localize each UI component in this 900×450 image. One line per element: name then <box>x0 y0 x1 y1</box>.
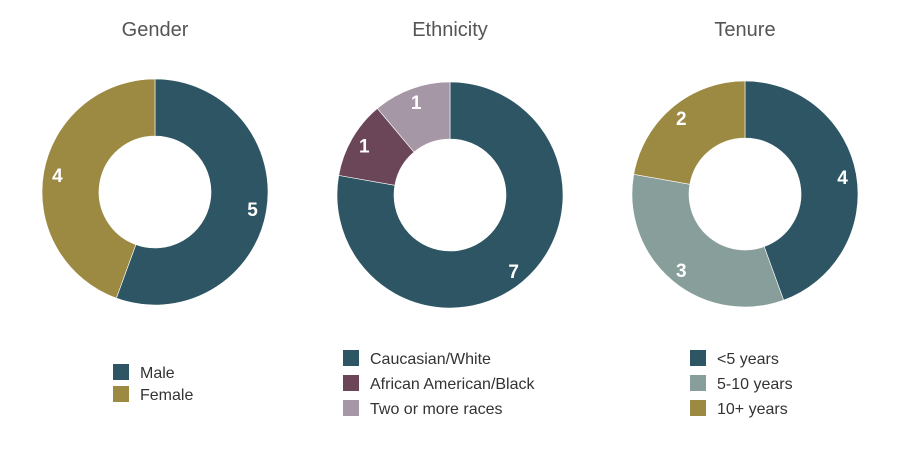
gender-legend: Male Female <box>113 364 193 404</box>
gender-legend-swatch-female <box>113 386 129 402</box>
ethnicity-slice-label-caucasian-white: 7 <box>508 262 519 283</box>
tenure-legend-swatch-5-years <box>690 350 706 366</box>
gender-slice-female <box>41 78 156 299</box>
tenure-slice-label-10-years: 2 <box>676 109 687 130</box>
tenure-legend-label-5-10-years: 5-10 years <box>717 376 793 393</box>
gender-slice-male <box>115 78 269 306</box>
ethnicity-legend: Caucasian/White African American/Black Two… <box>343 350 536 418</box>
ethnicity-donut-chart: Ethnicity 7 1 1 Caucasian/White African Ameri… <box>336 19 564 418</box>
ethnicity-slice-label-african-american-black: 1 <box>359 136 370 157</box>
gender-slice-label-female: 4 <box>52 166 63 187</box>
ethnicity-chart-title: Ethnicity <box>412 19 488 41</box>
ethnicity-legend-swatch-african-american-black <box>343 375 359 391</box>
tenure-legend-label-5-years: <5 years <box>717 351 779 368</box>
tenure-slice-10-years <box>633 80 746 185</box>
gender-chart-title: Gender <box>122 19 189 41</box>
ethnicity-legend-swatch-two-or-more-races <box>343 400 359 416</box>
tenure-chart-title: Tenure <box>714 19 775 41</box>
tenure-slice-label-5-years: 4 <box>837 168 848 189</box>
ethnicity-slice-caucasian-white <box>336 81 564 309</box>
gender-legend-label-male: Male <box>140 365 175 382</box>
ethnicity-slice-two-or-more-races <box>376 81 451 153</box>
gender-donut-chart: Gender 5 4 Male Female <box>41 19 269 404</box>
tenure-legend-label-10-years: 10+ years <box>717 401 788 418</box>
tenure-legend-swatch-10-years <box>690 400 706 416</box>
ethnicity-legend-label-caucasian-white: Caucasian/White <box>370 351 491 368</box>
tenure-donut-chart: Tenure 4 3 2 <5 years 5-10 years 10+ years <box>631 19 859 418</box>
tenure-slice-5-10-years <box>631 174 785 308</box>
tenure-slice-5-years <box>744 80 859 301</box>
tenure-legend: <5 years 5-10 years 10+ years <box>690 350 793 418</box>
ethnicity-legend-label-african-american-black: African American/Black <box>370 376 536 393</box>
gender-legend-label-female: Female <box>140 387 193 404</box>
tenure-slice-label-5-10-years: 3 <box>676 261 687 282</box>
ethnicity-legend-label-two-or-more-races: Two or more races <box>370 401 502 418</box>
ethnicity-slice-label-two-or-more-races: 1 <box>411 93 422 114</box>
gender-legend-swatch-male <box>113 364 129 380</box>
ethnicity-legend-swatch-caucasian-white <box>343 350 359 366</box>
tenure-legend-swatch-5-10-years <box>690 375 706 391</box>
gender-slice-label-male: 5 <box>247 200 258 221</box>
